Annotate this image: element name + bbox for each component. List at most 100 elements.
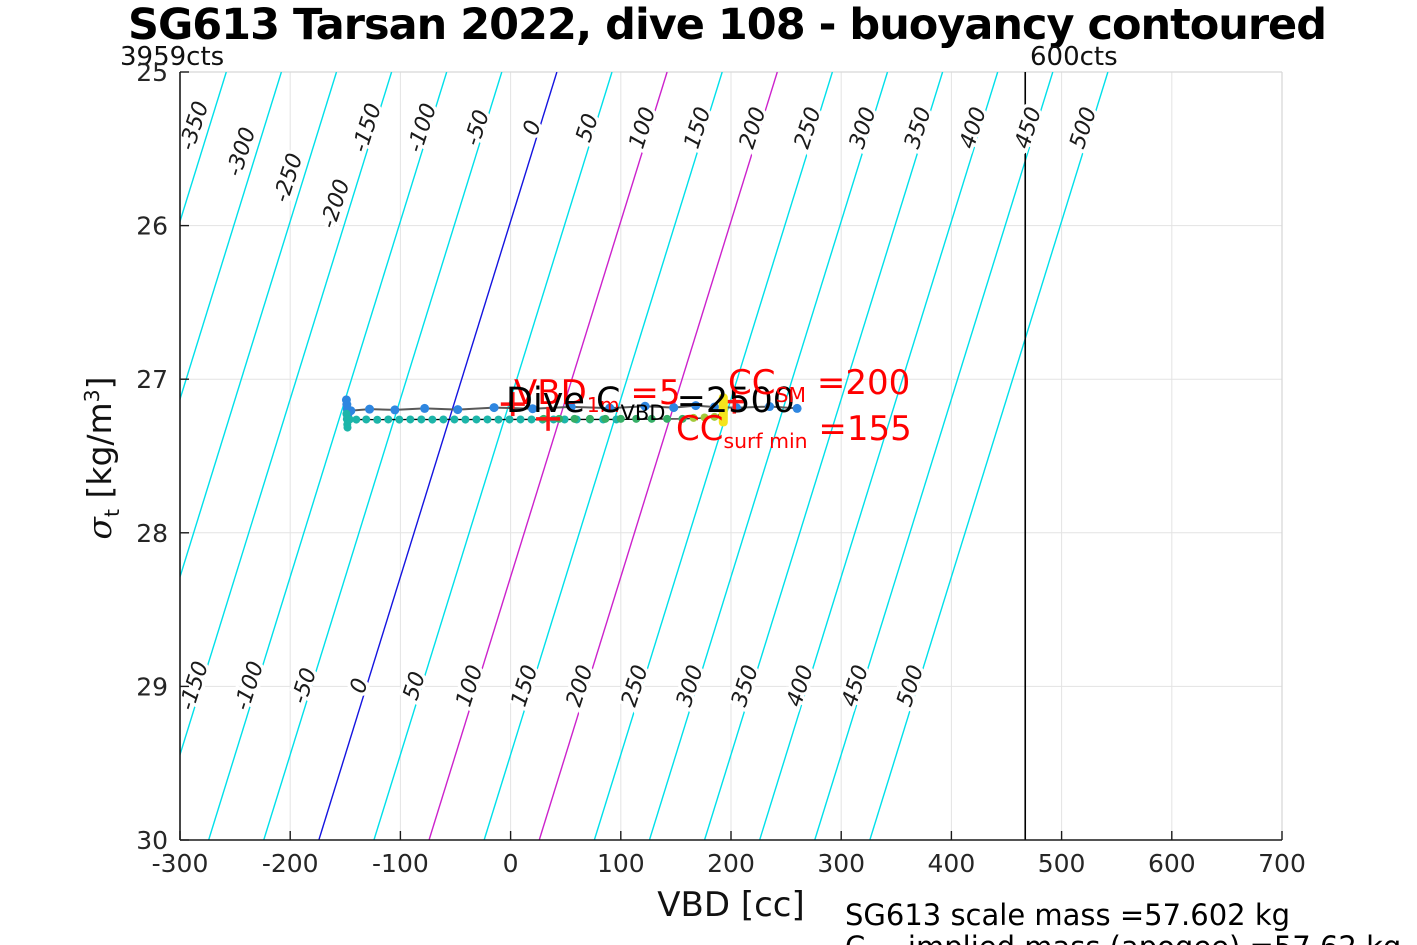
contour-line-400 — [758, 72, 999, 840]
contour-line-450 — [814, 72, 1054, 840]
y-axis-label: σt [kg/m3] — [80, 376, 124, 539]
annotation-cc-surf-min: CCsurf min =155 — [676, 409, 912, 453]
climb-points-marker — [528, 404, 538, 414]
contour-label: 0 — [346, 675, 374, 696]
dive-points-marker — [352, 415, 361, 424]
contour-label: 0 — [519, 117, 547, 138]
contour-line--200 — [180, 72, 338, 580]
contour-line--300 — [180, 72, 227, 224]
x-tick-label: 0 — [503, 849, 519, 878]
dive-points-marker — [373, 415, 382, 424]
contour-label: 450 — [837, 662, 874, 710]
contour-line-0 — [318, 72, 558, 840]
x-tick-label: 300 — [817, 849, 865, 878]
y-tick-label: 27 — [136, 365, 168, 394]
contour-line-500 — [869, 72, 1109, 840]
x-tick-label: 700 — [1258, 849, 1306, 878]
annotation-dive-c-vbd: Dive CVBD =2500 — [506, 381, 795, 425]
late-dive-points-marker — [585, 414, 594, 423]
footer-implied-mass: Cvbd implied mass (apogee) =57.62 kg — [845, 930, 1401, 945]
y-tick-label: 25 — [136, 58, 168, 87]
climb-points-marker — [709, 402, 719, 412]
contour-label: 200 — [735, 104, 772, 152]
x-tick-label: 200 — [707, 849, 755, 878]
y-axis-label-sub: t — [99, 509, 124, 518]
contour-label: 100 — [625, 104, 662, 152]
contour-line--250 — [180, 72, 283, 402]
contour-line-350 — [703, 72, 944, 840]
final-points-marker — [710, 412, 719, 421]
late-dive-points-marker — [663, 414, 672, 423]
late-dive-points-marker — [647, 414, 656, 423]
contour-label: -250 — [269, 150, 308, 205]
contour-label: 250 — [617, 662, 654, 710]
y-tick-label: 30 — [136, 826, 168, 855]
contour-label: -300 — [222, 124, 261, 179]
annotation-cc-sm: CCSM =200 — [728, 363, 911, 407]
dive-points-marker — [527, 415, 536, 424]
climb-points-marker — [365, 404, 375, 414]
contour-line-200 — [538, 72, 778, 840]
dive-points-marker — [439, 415, 448, 424]
climb-points-marker — [669, 403, 679, 413]
dive-points-marker — [362, 415, 371, 424]
contour-label: 350 — [727, 662, 764, 710]
dive-points-marker — [472, 415, 481, 424]
dive-points-marker — [516, 415, 525, 424]
y-tick-label: 28 — [136, 519, 168, 548]
climb-points-marker — [420, 403, 430, 413]
contour-label: 150 — [680, 104, 717, 152]
dive-points-marker — [345, 415, 354, 424]
x-tick-label: 400 — [928, 849, 976, 878]
dive-points-marker — [461, 415, 470, 424]
y-axis-label-sigma: σ — [80, 517, 120, 540]
footer-scale-mass: SG613 scale mass =57.602 kg — [845, 898, 1291, 932]
footer-implied-mass-pre: C — [845, 930, 865, 945]
late-dive-points-marker — [632, 414, 641, 423]
climb-points-marker — [765, 402, 775, 412]
contour-label: -200 — [316, 176, 355, 231]
dive-points-marker — [494, 415, 503, 424]
contour-label: 450 — [1010, 104, 1047, 152]
dive-points-marker — [343, 423, 352, 432]
dive-points-marker — [483, 415, 492, 424]
contour-line--150 — [180, 72, 393, 758]
y-axis-label-mid: [kg/m — [80, 402, 120, 510]
contour-label: -150 — [348, 100, 387, 155]
y-tick-label: 26 — [136, 212, 168, 241]
x-tick-label: 600 — [1148, 849, 1196, 878]
contour-line--50 — [263, 72, 503, 840]
climb-points-marker — [792, 403, 802, 413]
x-tick-label: -200 — [262, 849, 319, 878]
contour-line-150 — [483, 72, 723, 840]
contour-line-250 — [593, 72, 834, 840]
dive-points-marker — [406, 415, 415, 424]
contour-line--100 — [207, 72, 448, 840]
x-tick-label: -300 — [152, 849, 209, 878]
x-tick-label: 100 — [597, 849, 645, 878]
climb-points-marker — [605, 403, 615, 413]
contour-label: 500 — [892, 662, 929, 710]
contour-label: 350 — [900, 104, 937, 152]
yellow-bar-marker — [718, 393, 728, 427]
annotation-vbd-1m: VBD1m =5 — [514, 373, 681, 417]
dive-points-marker — [450, 415, 459, 424]
final-points-marker — [700, 413, 709, 422]
dive-points-marker — [417, 415, 426, 424]
late-dive-points-marker — [616, 414, 625, 423]
contour-label: 200 — [562, 662, 599, 710]
contour-label: 500 — [1065, 104, 1102, 152]
climb-points-marker — [566, 402, 576, 412]
counts-label-left: 3959cts — [120, 42, 225, 72]
contour-lines — [180, 72, 1109, 840]
contour-line-50 — [373, 72, 613, 840]
dive-points-marker — [395, 415, 404, 424]
y-axis-label-end: ] — [80, 376, 120, 390]
contour-label: 150 — [507, 662, 544, 710]
footer-implied-mass-post: implied mass (apogee) =57.62 kg — [899, 930, 1401, 945]
dive-points-marker — [428, 415, 437, 424]
contour-label: 50 — [572, 111, 604, 145]
figure-title: SG613 Tarsan 2022, dive 108 - buoyancy c… — [128, 0, 1327, 50]
climb-points-marker — [390, 405, 400, 415]
